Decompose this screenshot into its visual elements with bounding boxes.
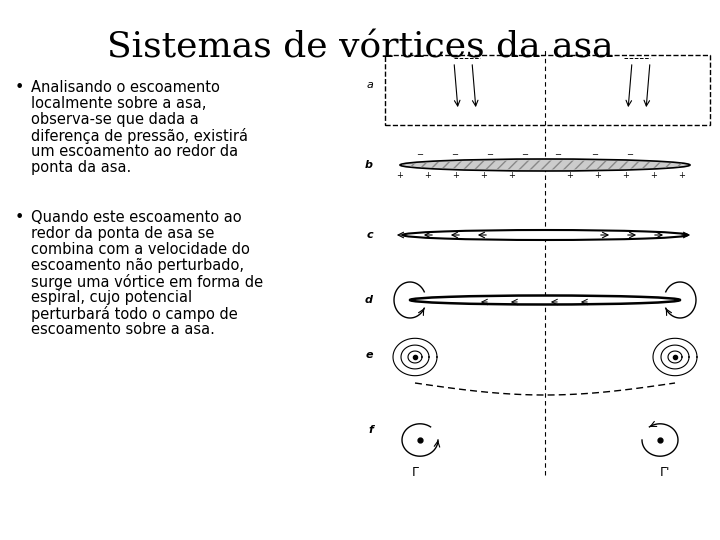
Text: $\it{\Gamma}$': $\it{\Gamma}$' — [660, 466, 670, 479]
Ellipse shape — [400, 159, 690, 171]
Text: $\it{\Gamma}$: $\it{\Gamma}$ — [410, 466, 420, 479]
Text: +: + — [508, 171, 516, 179]
Text: +: + — [678, 171, 685, 179]
Text: d: d — [365, 295, 373, 305]
Text: Quando este escoamento ao: Quando este escoamento ao — [31, 210, 242, 225]
Text: −: − — [592, 151, 598, 159]
Ellipse shape — [402, 230, 688, 240]
Text: observa-se que dada a: observa-se que dada a — [31, 112, 199, 127]
Text: •: • — [15, 210, 24, 225]
Text: c: c — [366, 230, 373, 240]
Text: e: e — [366, 350, 373, 360]
Text: +: + — [397, 171, 403, 179]
Text: −: − — [554, 151, 562, 159]
Text: −: − — [521, 151, 528, 159]
Text: combina com a velocidade do: combina com a velocidade do — [31, 242, 250, 257]
Text: escoamento sobre a asa.: escoamento sobre a asa. — [31, 322, 215, 337]
Text: localmente sobre a asa,: localmente sobre a asa, — [31, 96, 207, 111]
Text: −: − — [626, 151, 634, 159]
Text: +: + — [651, 171, 657, 179]
Text: −: − — [451, 151, 459, 159]
Text: diferença de pressão, existirá: diferença de pressão, existirá — [31, 128, 248, 144]
Text: ponta da asa.: ponta da asa. — [31, 160, 131, 175]
Text: um escoamento ao redor da: um escoamento ao redor da — [31, 144, 238, 159]
Text: −: − — [416, 151, 423, 159]
Text: f: f — [368, 425, 373, 435]
Text: +: + — [595, 171, 601, 179]
Text: Sistemas de vórtices da asa: Sistemas de vórtices da asa — [107, 30, 613, 64]
Text: +: + — [425, 171, 431, 179]
Text: +: + — [567, 171, 573, 179]
Text: +: + — [453, 171, 459, 179]
Text: escoamento não perturbado,: escoamento não perturbado, — [31, 258, 244, 273]
Text: +: + — [623, 171, 629, 179]
Bar — [385, 55, 710, 125]
Ellipse shape — [410, 295, 680, 305]
Text: espiral, cujo potencial: espiral, cujo potencial — [31, 290, 192, 305]
Text: perturbará todo o campo de: perturbará todo o campo de — [31, 306, 238, 322]
Text: −: − — [487, 151, 493, 159]
Text: Analisando o escoamento: Analisando o escoamento — [31, 80, 220, 95]
Text: •: • — [15, 80, 24, 95]
Text: +: + — [480, 171, 487, 179]
Text: b: b — [365, 160, 373, 170]
Text: a: a — [366, 80, 373, 90]
Text: surge uma vórtice em forma de: surge uma vórtice em forma de — [31, 274, 263, 290]
Text: redor da ponta de asa se: redor da ponta de asa se — [31, 226, 215, 241]
